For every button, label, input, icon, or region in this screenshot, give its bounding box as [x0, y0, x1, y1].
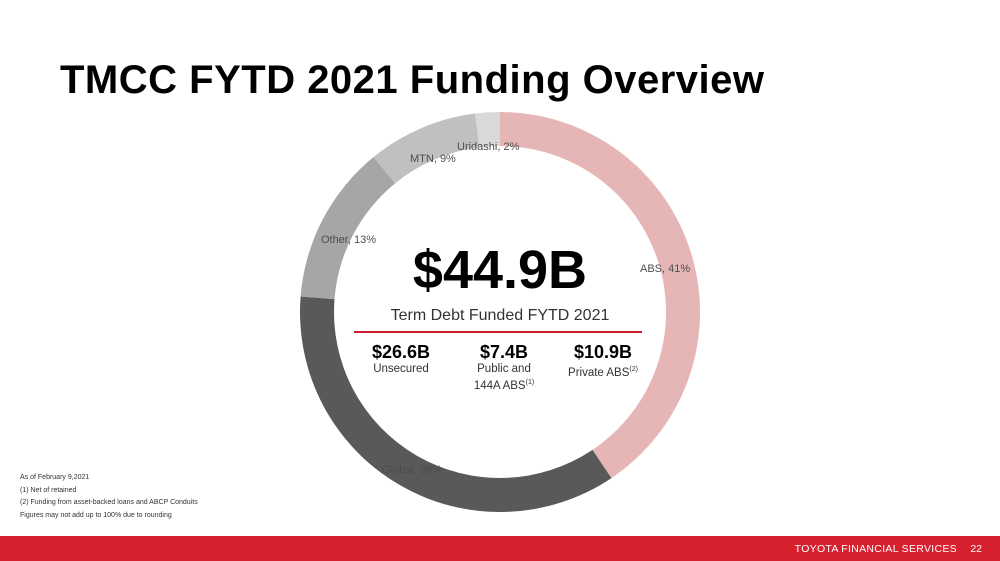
stat-desc: Public and 144A ABS(1)	[473, 363, 535, 392]
slice-label: Uridashi, 2%	[457, 141, 520, 153]
donut-slice	[500, 112, 700, 479]
stat-value: $7.4B	[479, 342, 529, 362]
donut-slice	[299, 296, 612, 513]
slice-label: Global, 36%	[382, 464, 442, 476]
stat-public-abs: $7.4B Public and 144A ABS(1)	[462, 341, 546, 393]
donut-slice	[300, 157, 396, 300]
footer-company: TOYOTA FINANCIAL SERVICES	[794, 543, 957, 555]
donut-slice	[373, 113, 480, 184]
stat-value: $10.9B	[573, 342, 633, 362]
stat-value: $26.6B	[371, 342, 431, 362]
stat-desc: Unsecured	[373, 363, 429, 375]
stat-unsecured: $26.6B Unsecured	[365, 341, 437, 376]
page-number: 22	[970, 543, 982, 555]
slice-label: ABS, 41%	[640, 263, 690, 275]
footnote: (1) Net of retained	[20, 486, 77, 494]
page-title: TMCC FYTD 2021 Funding Overview	[60, 58, 765, 102]
footnotes: As of February 9,2021 (1) Net of retaine…	[20, 472, 198, 522]
total-funding-subtitle: Term Debt Funded FYTD 2021	[390, 307, 610, 324]
footer-bar: TOYOTA FINANCIAL SERVICES 22	[0, 536, 1000, 561]
footnote: Figures may not add up to 100% due to ro…	[20, 511, 172, 519]
slice-label: Other, 13%	[321, 234, 376, 246]
donut-slice	[475, 112, 500, 148]
stat-desc: Private ABS(2)	[568, 366, 638, 379]
stat-private-abs: $10.9B Private ABS(2)	[565, 341, 641, 380]
divider-rule	[354, 331, 642, 333]
slice-label: MTN, 9%	[410, 153, 456, 165]
footnote: As of February 9,2021	[20, 474, 90, 481]
total-funding: $44.9B	[412, 240, 588, 300]
footnote: (2) Funding from asset-backed loans and …	[20, 499, 198, 506]
